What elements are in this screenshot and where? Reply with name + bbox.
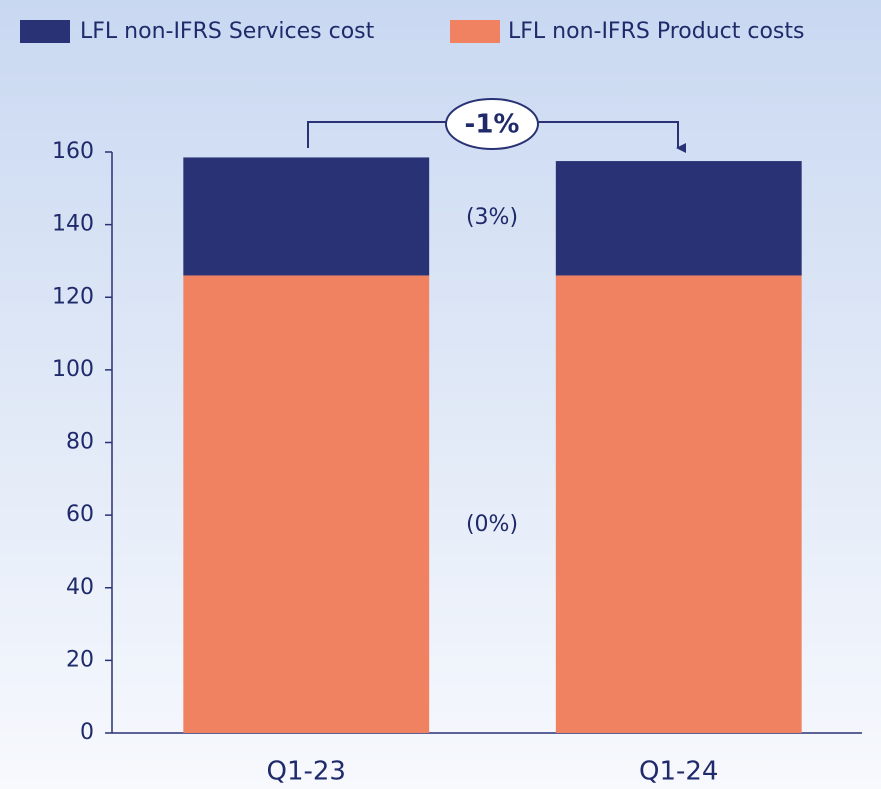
y-tick-label: 80: [66, 430, 94, 455]
annotation: -1%: [465, 110, 520, 140]
y-tick-label: 100: [52, 357, 94, 382]
y-tick-label: 160: [52, 139, 94, 164]
bar-segment: [555, 275, 802, 733]
y-tick-label: 20: [66, 647, 94, 672]
y-tick-label: 40: [66, 575, 94, 600]
y-tick-label: 120: [52, 284, 94, 309]
legend-swatch: [450, 20, 500, 43]
bar-segment: [183, 275, 430, 733]
y-tick-label: 140: [52, 212, 94, 237]
y-tick-label: 60: [66, 502, 94, 527]
bar-segment: [555, 161, 802, 276]
legend-label: LFL non-IFRS Product costs: [508, 19, 804, 44]
change-bubble: [445, 98, 539, 150]
x-tick-label: Q1-23: [267, 757, 346, 787]
y-tick-label: 0: [80, 720, 94, 745]
annotation: (3%): [466, 205, 518, 230]
legend-swatch: [20, 20, 70, 43]
change-bracket: [307, 121, 678, 148]
x-tick-label: Q1-24: [639, 757, 718, 787]
annotation: (0%): [466, 512, 518, 537]
legend-label: LFL non-IFRS Services cost: [80, 19, 375, 44]
bar-segment: [183, 157, 430, 276]
